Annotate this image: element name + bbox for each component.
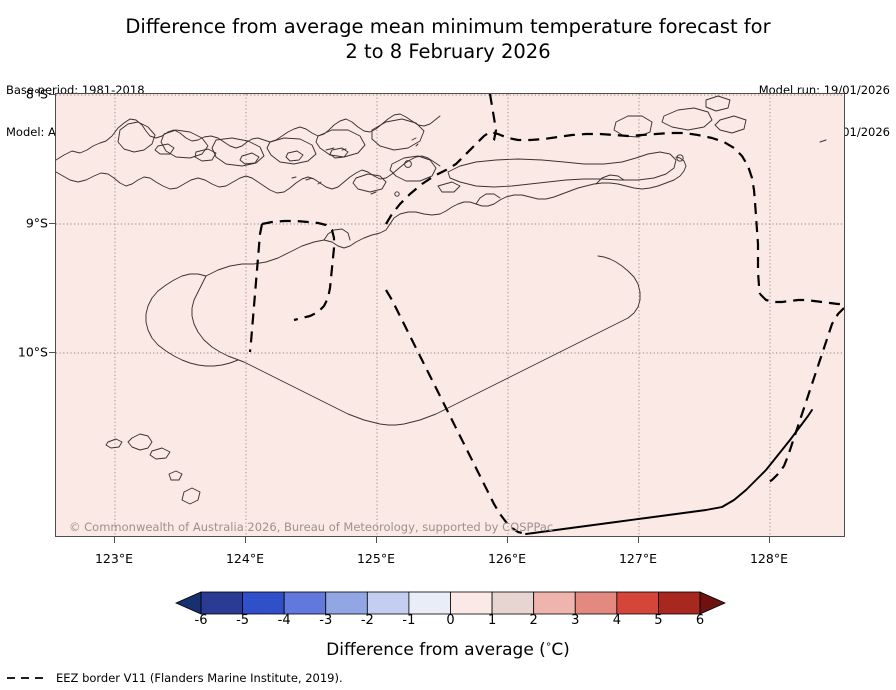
x-tick-label-128e: 128°E — [749, 551, 788, 566]
colorbar-tick-label: 4 — [612, 613, 621, 628]
colorbar-swatches — [175, 591, 726, 615]
y-tick-mark — [49, 352, 55, 353]
map-plot-area[interactable]: © Commonwealth of Australia 2026, Bureau… — [55, 93, 845, 537]
colorbar-bin — [616, 591, 659, 615]
colorbar-bin — [242, 591, 285, 615]
colorbar-bin — [200, 591, 243, 615]
y-tick-mark — [49, 94, 55, 95]
dashed-line-sample-icon — [7, 677, 49, 679]
colorbar-tick-label: -1 — [402, 613, 416, 628]
page-title-line-1: Difference from average mean minimum tem… — [125, 15, 771, 38]
x-tick-mark — [769, 537, 770, 543]
colorbar-tick-label: -6 — [194, 613, 208, 628]
colorbar-bin — [366, 591, 410, 615]
colorbar-bin — [491, 591, 535, 615]
colorbar-bin — [450, 591, 493, 615]
colorbar-bin — [283, 591, 327, 615]
colorbar-bin — [325, 591, 368, 615]
colorbar-bin — [658, 591, 701, 615]
x-tick-label-123e: 123°E — [94, 551, 133, 566]
y-tick-mark — [49, 223, 55, 224]
colorbar[interactable] — [0, 588, 896, 618]
colorbar-axis-title: Difference from average (°C) — [0, 640, 896, 660]
map-vector-layer — [56, 94, 844, 536]
footer-legend: EEZ border V11 (Flanders Marine Institut… — [6, 669, 343, 687]
x-tick-mark — [245, 537, 246, 543]
colorbar-extend-high — [699, 591, 726, 615]
colorbar-title-tail: C) — [551, 640, 570, 660]
x-tick-mark — [114, 537, 115, 543]
x-tick-mark — [376, 537, 377, 543]
colorbar-tick-labels: -6 -5 -4 -3 -2 -1 0 1 2 3 4 5 6 — [0, 613, 896, 631]
eez-boundary — [248, 94, 844, 536]
colorbar-tick-label: 5 — [654, 613, 663, 628]
map-coastlines — [56, 95, 827, 505]
colorbar-tick-label: -4 — [277, 613, 291, 628]
x-tick-label-125e: 125°E — [356, 551, 395, 566]
map-gridlines — [56, 94, 844, 536]
x-tick-label-124e: 124°E — [225, 551, 264, 566]
colorbar-tick-label: 1 — [487, 613, 497, 628]
colorbar-tick-label: -2 — [360, 613, 374, 628]
y-tick-label-10s: 10°S — [17, 344, 48, 360]
colorbar-bin — [408, 591, 451, 615]
colorbar-bin — [574, 591, 618, 615]
page-title-line-2: 2 to 8 February 2026 — [345, 40, 551, 63]
x-tick-label-126e: 126°E — [487, 551, 526, 566]
colorbar-extend-low — [175, 591, 202, 615]
colorbar-tick-label: 2 — [529, 613, 538, 628]
colorbar-tick-label: -3 — [319, 613, 333, 628]
colorbar-title-text: Difference from average ( — [326, 640, 546, 660]
degree-symbol-icon: ° — [545, 640, 552, 654]
colorbar-bin — [533, 591, 576, 615]
y-tick-label-9s: 9°S — [25, 215, 48, 231]
eez-legend-label: EEZ border V11 (Flanders Marine Institut… — [56, 671, 343, 685]
colorbar-tick-label: 3 — [571, 613, 580, 628]
colorbar-tick-label: 6 — [695, 613, 705, 628]
page-title: Difference from average mean minimum tem… — [0, 14, 896, 64]
x-tick-mark — [638, 537, 639, 543]
maritime-boundary-line — [525, 409, 813, 535]
x-tick-label-127e: 127°E — [618, 551, 657, 566]
colorbar-tick-label: 0 — [446, 613, 455, 628]
colorbar-tick-label: -5 — [236, 613, 250, 628]
y-tick-label-8s: 8°S — [25, 86, 48, 102]
x-tick-mark — [507, 537, 508, 543]
